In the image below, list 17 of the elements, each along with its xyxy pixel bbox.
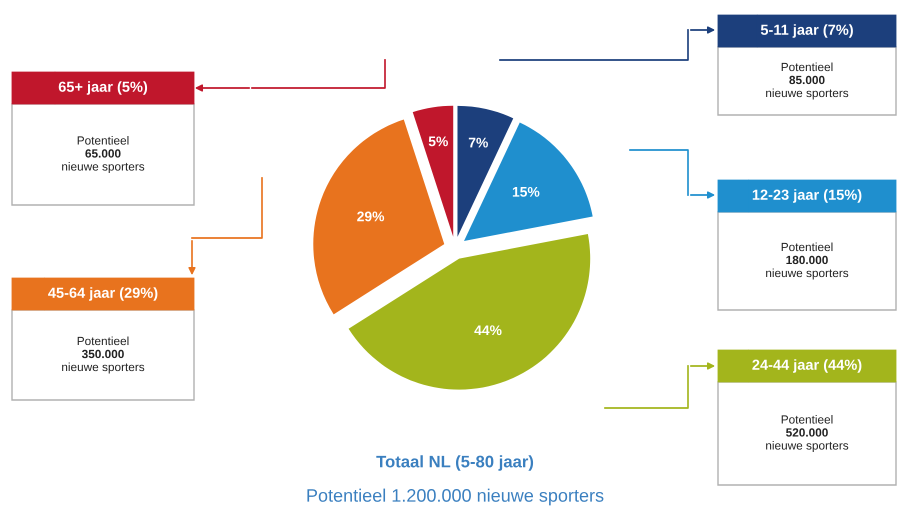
text: Totaal NL (5-80 jaar) [376,455,534,471]
data-label: 7% [468,138,488,148]
text: Potentieel 85.000 nieuwe sporters [766,62,848,100]
text: Potentieel 65.000 nieuwe sporters [62,136,144,174]
data-label: 15% [512,186,540,197]
data-label: 29% [357,212,384,222]
legend-label: 12-23 jaar (15%) [752,189,862,203]
data-label: 5% [428,136,448,146]
text: Potentieel 180.000 nieuwe sporters [766,242,848,280]
text: Potentieel 350.000 nieuwe sporters [62,336,144,374]
legend-label: 24-44 jaar (44%) [752,359,862,373]
text: Potentieel 520.000 nieuwe sporters [766,414,848,452]
legend-label: 5-11 jaar (7%) [760,24,853,38]
data-label: 44% [474,325,502,336]
legend-label: 65+ jaar (5%) [58,81,148,95]
legend-label: 45-64 jaar (29%) [48,287,158,301]
text: Potentieel 1.200.000 nieuwe sporters [307,488,604,506]
